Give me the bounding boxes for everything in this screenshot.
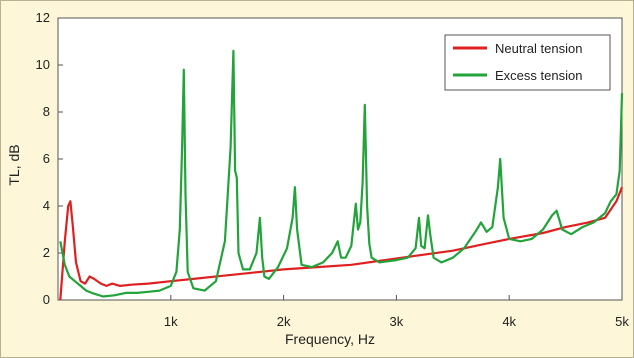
- x-tick-label: 2k: [277, 314, 291, 329]
- x-tick-label: 1k: [164, 314, 178, 329]
- y-tick-label: 6: [43, 151, 50, 166]
- y-axis-label: TL, dB: [6, 144, 22, 185]
- legend: Neutral tension Excess tension: [444, 34, 611, 91]
- legend-label-excess: Excess tension: [495, 68, 582, 83]
- y-tick-label: 12: [36, 10, 50, 25]
- x-axis: 1k 2k 3k 4k 5k: [164, 295, 629, 329]
- x-tick-label: 4k: [502, 314, 516, 329]
- y-tick-label: 8: [43, 104, 50, 119]
- x-tick-label: 3k: [390, 314, 404, 329]
- series-line-neutral-tension: [59, 186, 624, 301]
- legend-label-neutral: Neutral tension: [495, 41, 582, 56]
- y-tick-label: 0: [43, 292, 50, 307]
- y-tick-label: 2: [43, 245, 50, 260]
- y-tick-label: 4: [43, 198, 50, 213]
- series-line-excess-tension: [59, 49, 624, 298]
- legend-box: [444, 34, 611, 91]
- x-tick-label: 5k: [615, 314, 629, 329]
- y-axis: 0 2 4 6 8 10 12: [36, 10, 63, 307]
- series-layer: [59, 49, 624, 301]
- x-axis-label: Frequency, Hz: [285, 331, 375, 347]
- y-tick-label: 10: [36, 57, 50, 72]
